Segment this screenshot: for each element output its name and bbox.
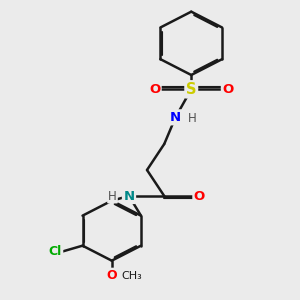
Text: N: N (170, 111, 181, 124)
Text: O: O (222, 83, 234, 96)
Text: Cl: Cl (49, 245, 62, 258)
Text: N: N (123, 190, 135, 202)
Text: H: H (108, 190, 117, 202)
Text: CH₃: CH₃ (121, 271, 142, 281)
Text: O: O (106, 269, 117, 282)
Text: O: O (194, 190, 205, 202)
Text: S: S (186, 82, 196, 97)
Text: O: O (149, 83, 160, 96)
Text: H: H (188, 112, 196, 124)
